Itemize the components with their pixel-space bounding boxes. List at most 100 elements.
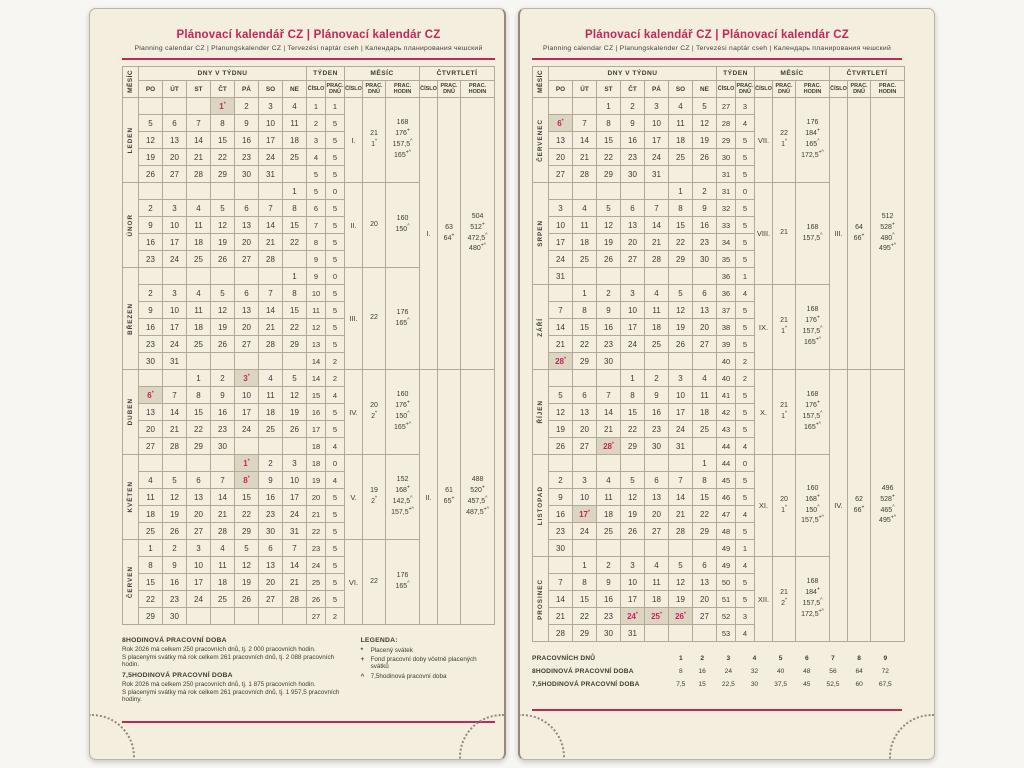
subcolumn-header: ČÍSLO bbox=[344, 80, 364, 98]
month-workdays-cell: 19 2* bbox=[362, 454, 387, 540]
day-cell: 12 bbox=[692, 114, 717, 132]
week-number-cell: 3 bbox=[306, 131, 326, 149]
day-cell: 30 bbox=[162, 607, 187, 625]
day-cell: 16 bbox=[644, 403, 669, 421]
reference-75h-value: 15 bbox=[698, 681, 706, 688]
day-cell bbox=[572, 454, 597, 472]
week-number-cell: 17 bbox=[306, 420, 326, 438]
value-line: 20 bbox=[780, 495, 788, 503]
week-row: ZÁŘÍ 1 2 3 4 5 6 36 4 IX. 21 1* 168 176+ 157,5^ 165+^ bbox=[532, 284, 905, 370]
value-line: 165^ bbox=[395, 317, 410, 327]
day-cell: 12 bbox=[620, 488, 645, 506]
month-workhours-cell: 160 168+ 150^ 157,5+^ bbox=[795, 454, 831, 557]
reference-day-count: 2 bbox=[700, 655, 704, 662]
day-cell: 9 bbox=[162, 556, 187, 574]
reference-row: 8HODINOVÁ PRACOVNÍ DOBA 8 16 24 32 40 48 56 64 72 bbox=[532, 665, 902, 678]
day-cell: 31 bbox=[282, 522, 307, 540]
day-cell: 24 bbox=[162, 250, 187, 268]
reference-day-count: 8 bbox=[857, 655, 861, 662]
week-workdays-cell: 0 bbox=[734, 182, 756, 200]
day-cell: 4 bbox=[692, 369, 717, 387]
day-cell: 17 bbox=[162, 318, 187, 336]
day-cell: 6 bbox=[644, 471, 669, 489]
day-cell bbox=[596, 182, 621, 200]
day-cell: 28 bbox=[258, 250, 283, 268]
value-line: 2* bbox=[371, 410, 377, 420]
day-cell: 16 bbox=[596, 318, 621, 336]
week-number-cell: 5 bbox=[306, 165, 326, 183]
day-cell: 26 bbox=[210, 250, 235, 268]
week-number-cell: 28 bbox=[716, 114, 736, 132]
value-line: 176 bbox=[396, 572, 409, 580]
day-cell: 27 bbox=[234, 250, 259, 268]
day-cell: 29 bbox=[186, 437, 211, 455]
day-cell: 23 bbox=[548, 522, 573, 540]
day-cell: 19 bbox=[138, 148, 163, 166]
day-cell: 5 bbox=[234, 539, 259, 557]
page-subtitle: Planning calendar CZ | Planungskalender … bbox=[543, 45, 891, 52]
month-workhours-cell: 168 157,5^ bbox=[795, 182, 831, 285]
day-cell: 31 bbox=[258, 165, 283, 183]
header-group-row: MĚSÍC DNY V TÝDNU TÝDEN MĚSÍC ČTVRTLETÍ bbox=[532, 66, 906, 98]
month-name: BŘEZEN bbox=[122, 267, 139, 370]
value-line: 176 bbox=[396, 308, 409, 316]
day-cell bbox=[572, 369, 597, 387]
day-cell: 14 bbox=[668, 488, 693, 506]
day-cell bbox=[668, 352, 693, 370]
day-cell: 24 bbox=[186, 590, 211, 608]
day-cell: 14 bbox=[548, 318, 573, 336]
page-right: Plánovací kalendář CZ | Plánovací kalend… bbox=[518, 8, 935, 760]
week-workdays-cell: 5 bbox=[324, 403, 346, 421]
week-number-cell: 31 bbox=[716, 165, 736, 183]
day-cell bbox=[282, 607, 307, 625]
value-line: 168 bbox=[396, 119, 409, 127]
page-title: Plánovací kalendář CZ | Plánovací kalend… bbox=[176, 29, 441, 41]
day-cell bbox=[186, 267, 211, 285]
value-line: 157,5^ bbox=[392, 138, 413, 148]
reference-75h-value: 37,5 bbox=[774, 681, 788, 688]
day-cell bbox=[668, 165, 693, 183]
day-cell bbox=[210, 182, 235, 200]
value-line: 65+ bbox=[443, 495, 455, 505]
day-cell: 17 bbox=[162, 233, 187, 251]
week-workdays-cell: 5 bbox=[324, 216, 346, 234]
day-cell: 3 bbox=[620, 556, 645, 574]
reference-75h-value: 7,5 bbox=[676, 681, 686, 688]
day-cell bbox=[668, 267, 693, 285]
value-line: 64 bbox=[855, 223, 863, 231]
week-row: 24 25 26 27 28 29 30 35 5 bbox=[533, 250, 905, 268]
value-line: 21 bbox=[780, 317, 788, 325]
day-cell bbox=[620, 539, 645, 557]
day-cell: 14 bbox=[548, 590, 573, 608]
day-cell: 4 bbox=[258, 369, 283, 387]
day-cell: 23 bbox=[162, 590, 187, 608]
week-number-cell: 12 bbox=[306, 318, 326, 336]
day-cell: 20 bbox=[138, 420, 163, 438]
week-workdays-cell: 2 bbox=[324, 607, 346, 625]
value-line: 20 bbox=[370, 220, 378, 228]
day-cell bbox=[644, 182, 669, 200]
day-cell: 26 bbox=[692, 148, 717, 166]
day-cell: 27 bbox=[692, 607, 717, 625]
week-workdays-cell: 2 bbox=[734, 369, 756, 387]
day-cell: 3 bbox=[162, 284, 187, 302]
week-row: 23 24 25 26 27 28 29 48 5 bbox=[533, 522, 905, 540]
subcolumn-header: PRAC. DNŮ bbox=[772, 80, 797, 98]
day-cell: 1 bbox=[692, 454, 717, 472]
week-workdays-cell: 4 bbox=[324, 386, 346, 404]
week-workdays-cell: 4 bbox=[734, 556, 756, 574]
day-cell: 16 bbox=[162, 573, 187, 591]
day-cell: 5 bbox=[620, 471, 645, 489]
day-cell: 3 bbox=[186, 539, 211, 557]
reference-table-host: PRACOVNÍCH DNŮ 1 2 3 4 5 6 7 8 9 8HODINOVÁ PRACOVN… bbox=[532, 652, 902, 691]
header-rule bbox=[532, 58, 902, 60]
day-cell bbox=[282, 250, 307, 268]
reference-day-count: 9 bbox=[883, 655, 888, 662]
day-cell: 13 bbox=[138, 403, 163, 421]
day-cell: 1* bbox=[234, 454, 259, 472]
day-cell: 11 bbox=[644, 301, 669, 319]
day-cell: 31 bbox=[668, 437, 693, 455]
month-workhours-cell: 168 176+ 157,5^ 165+^ bbox=[795, 284, 831, 370]
month-workdays-cell: 20 1* bbox=[772, 454, 797, 557]
day-cell bbox=[548, 454, 573, 472]
